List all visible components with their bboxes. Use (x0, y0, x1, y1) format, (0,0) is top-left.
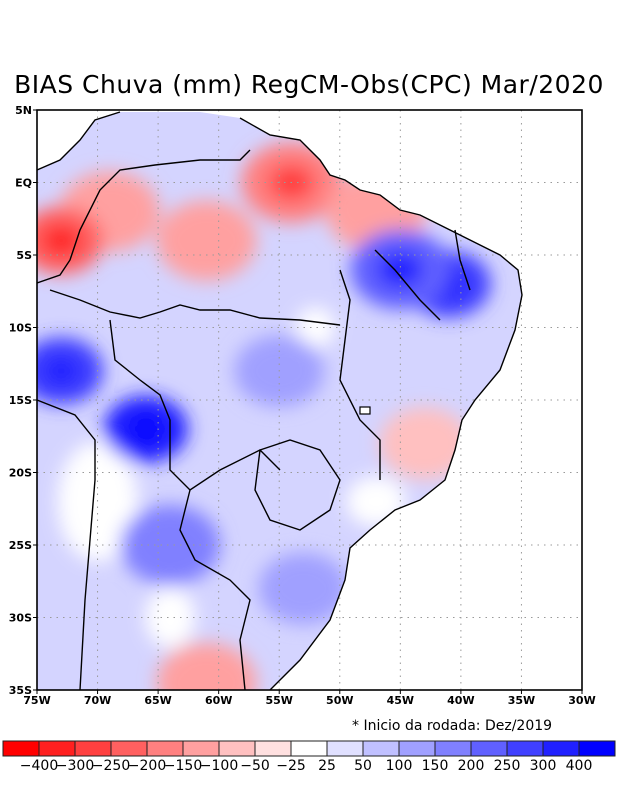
border-line (37, 111, 121, 171)
country-borders (37, 111, 523, 690)
bias-field (37, 112, 522, 690)
colorbar-label: 400 (565, 758, 593, 774)
y-tick-label: 5N (15, 104, 32, 117)
colorbar (2, 740, 616, 757)
colorbar-label: −200 (127, 758, 167, 774)
colorbar-label: 50 (354, 758, 372, 774)
run-start-note: * Inicio da rodada: Dez/2019 (352, 718, 553, 734)
neutral-patch (145, 587, 196, 648)
y-tick-label: 10S (9, 322, 32, 335)
border-line (49, 289, 341, 326)
colorbar-swatch (326, 740, 364, 757)
bias-blob-minas-gerais-dry-bias (379, 407, 470, 480)
bias-blob-argentina-wet-bias (120, 505, 221, 585)
colorbar-swatch (2, 740, 40, 757)
bias-blob-argentina-south-dry-bias (156, 642, 257, 690)
border-line (239, 117, 523, 690)
colorbar-swatch (578, 740, 616, 757)
colorbar-label: −400 (19, 758, 59, 774)
colorbar-label: 200 (457, 758, 485, 774)
bias-blob-central-amazon-dry-bias (156, 200, 257, 281)
border-line (109, 319, 281, 491)
x-tick-label: 50W (326, 694, 353, 707)
colorbar-swatch (290, 740, 328, 757)
neutral-patch (346, 476, 407, 527)
bias-blob-southern-brazil-wet-bias (258, 552, 349, 625)
border-line (339, 269, 381, 480)
map-title: BIAS Chuva (mm) RegCM-Obs(CPC) Mar/2020 (14, 70, 604, 99)
x-tick-label: 35W (508, 694, 535, 707)
border-line (179, 489, 251, 690)
x-tick-label: 75W (23, 694, 50, 707)
colorbar-label: 25 (318, 758, 336, 774)
axes: 75W 70W 65W 60W 55W 50W 45W 40W 35W 30W 5N EQ 5S 10S 1… (9, 104, 596, 707)
colorbar-swatch (506, 740, 544, 757)
y-tick-label: 35S (9, 684, 32, 697)
bias-core-western-amazon-dry-core (42, 225, 81, 256)
y-tick-label: 30S (9, 612, 32, 625)
colorbar-label: −250 (91, 758, 131, 774)
y-tick-label: 20S (9, 467, 32, 480)
colorbar-swatch (110, 740, 148, 757)
x-tick-label: 60W (205, 694, 232, 707)
y-tick-label: 25S (9, 539, 32, 552)
x-tick-label: 40W (447, 694, 474, 707)
colorbar-swatch (542, 740, 580, 757)
neutral-patch (295, 307, 336, 348)
x-tick-label: 55W (265, 694, 292, 707)
colorbar-swatch (74, 740, 112, 757)
border-line (254, 439, 341, 531)
border-line (37, 399, 96, 690)
colorbar-label: 250 (493, 758, 521, 774)
bias-core-bolivia-wet-core (127, 414, 165, 444)
border-line (454, 229, 471, 291)
colorbar-swatch (398, 740, 436, 757)
colorbar-swatch (470, 740, 508, 757)
colorbar-label: −25 (276, 758, 306, 774)
y-tick-label: 15S (9, 394, 32, 407)
border-line (374, 249, 441, 321)
x-tick-label: 30W (568, 694, 595, 707)
colorbar-label: −150 (163, 758, 203, 774)
y-tick-label: 5S (16, 249, 32, 262)
colorbar-swatch (254, 740, 292, 757)
colorbar-swatch (182, 740, 220, 757)
colorbar-label: 150 (421, 758, 449, 774)
colorbar-label: −300 (55, 758, 95, 774)
colorbar-label: 100 (385, 758, 413, 774)
bias-core-maranhao-wet-bias (377, 252, 423, 287)
colorbar-label: −100 (199, 758, 239, 774)
border-line (37, 149, 251, 284)
federal-district-outline (359, 406, 371, 415)
colorbar-label: −50 (240, 758, 270, 774)
x-tick-label: 70W (84, 694, 111, 707)
x-tick-label: 45W (387, 694, 414, 707)
x-tick-label: 65W (144, 694, 171, 707)
colorbar-swatch (38, 740, 76, 757)
colorbar-swatch (362, 740, 400, 757)
colorbar-swatch (434, 740, 472, 757)
bias-core-peru-wet-bias (42, 356, 81, 386)
colorbar-swatch (218, 740, 256, 757)
colorbar-label: 300 (529, 758, 557, 774)
y-tick-label: EQ (15, 177, 32, 190)
colorbar-swatch (146, 740, 184, 757)
